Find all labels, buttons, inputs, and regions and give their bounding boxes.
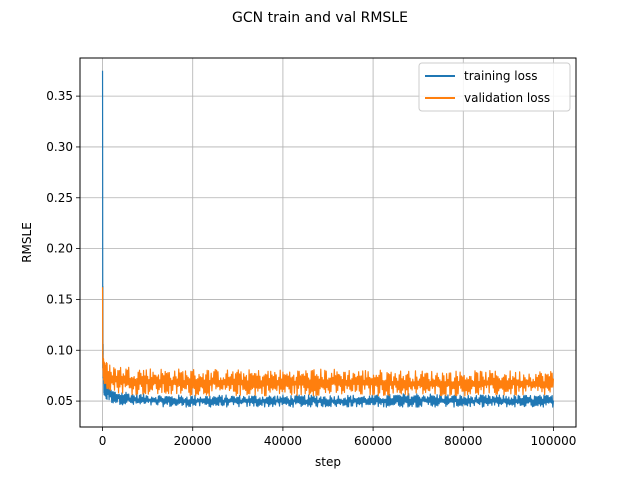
series-line-training — [101, 70, 555, 408]
y-tick-label: 0.35 — [46, 89, 73, 103]
y-tick-label: 0.15 — [46, 292, 73, 306]
legend-label-validation: validation loss — [464, 91, 550, 105]
plot-frame — [79, 57, 577, 428]
y-tick-label: 0.30 — [46, 140, 73, 154]
y-tick-label: 0.05 — [46, 394, 73, 408]
tick-layer: 0 20000 40000 60000 80000 100000 0.05 0.10 0.15 0… — [46, 89, 576, 448]
legend: training loss validation loss — [418, 62, 571, 112]
series-line-validation — [101, 287, 555, 397]
x-tick-label: 20000 — [174, 434, 212, 448]
x-tick-label: 40000 — [264, 434, 302, 448]
x-tick-label: 60000 — [354, 434, 392, 448]
grid-layer — [80, 58, 576, 427]
y-tick-label: 0.20 — [46, 242, 73, 256]
x-tick-label: 80000 — [444, 434, 482, 448]
y-tick-label: 0.10 — [46, 343, 73, 357]
x-tick-label: 100000 — [531, 434, 577, 448]
x-axis-label: step — [315, 455, 341, 469]
y-axis-label: RMSLE — [20, 222, 34, 263]
legend-label-training: training loss — [464, 69, 537, 83]
legend-box — [418, 62, 571, 112]
y-tick-label: 0.25 — [46, 191, 73, 205]
x-tick-label: 0 — [99, 434, 107, 448]
series-layer — [101, 70, 555, 408]
chart-title: GCN train and val RMSLE — [232, 10, 408, 26]
